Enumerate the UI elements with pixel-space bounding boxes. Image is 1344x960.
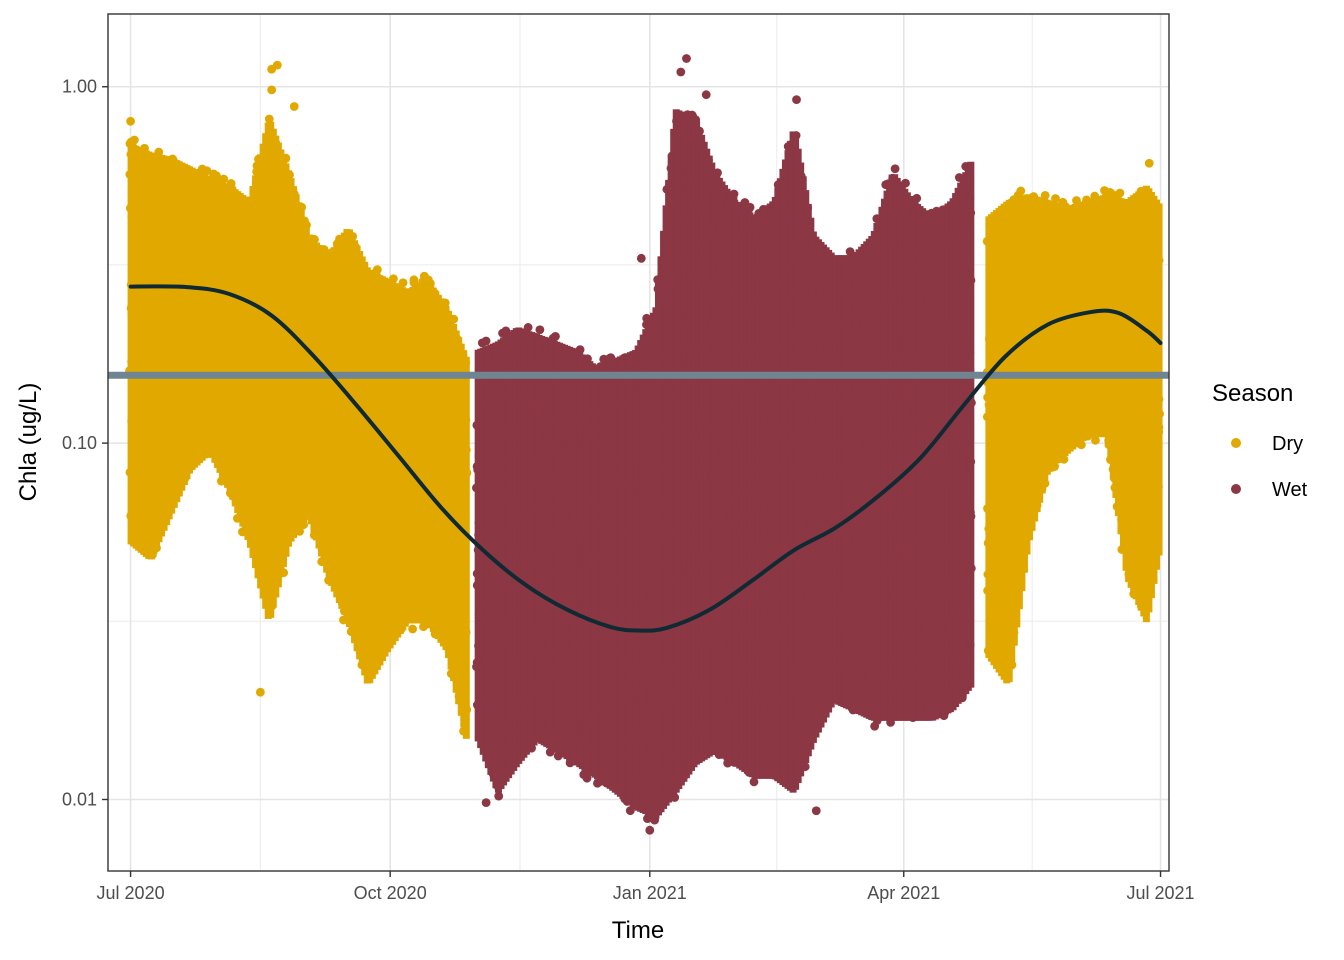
data-point-wet [749, 777, 759, 787]
data-point-dry [1016, 186, 1026, 196]
data-point-wet [523, 323, 533, 332]
data-point-dry [255, 687, 265, 697]
data-band-dry [1155, 203, 1163, 556]
data-point-dry [1076, 440, 1086, 450]
data-point-wet [494, 791, 504, 801]
data-point-dry [272, 60, 282, 70]
data-point-dry [212, 171, 221, 181]
data-point-dry [154, 147, 164, 157]
data-point-dry [297, 202, 307, 212]
series-dry [125, 60, 1165, 739]
data-band-dry [462, 356, 470, 739]
data-point-wet [535, 325, 545, 335]
data-point-dry [126, 116, 135, 126]
data-point-wet [670, 793, 680, 802]
data-point-dry [279, 568, 289, 578]
data-point-dry [285, 170, 294, 180]
data-point-dry [226, 179, 236, 188]
data-point-wet [481, 336, 491, 346]
data-layer [108, 54, 1169, 835]
data-point-wet [551, 331, 560, 341]
data-point-wet [800, 762, 810, 772]
data-point-dry [408, 624, 418, 634]
data-point-dry [267, 85, 277, 95]
data-point-dry [264, 114, 274, 124]
data-point-dry [1040, 190, 1050, 200]
data-point-dry [1059, 454, 1069, 464]
data-point-dry [449, 314, 459, 324]
data-point-dry [1144, 158, 1154, 168]
data-point-dry [129, 135, 139, 145]
data-point-dry [289, 102, 299, 111]
data-point-dry [398, 278, 408, 288]
data-point-dry [1091, 435, 1100, 445]
data-point-dry [295, 526, 305, 536]
data-point-dry [219, 174, 229, 184]
data-point-dry [1115, 188, 1125, 198]
data-point-dry [281, 154, 290, 164]
data-point-dry [202, 166, 212, 176]
data-point-wet [745, 202, 755, 212]
